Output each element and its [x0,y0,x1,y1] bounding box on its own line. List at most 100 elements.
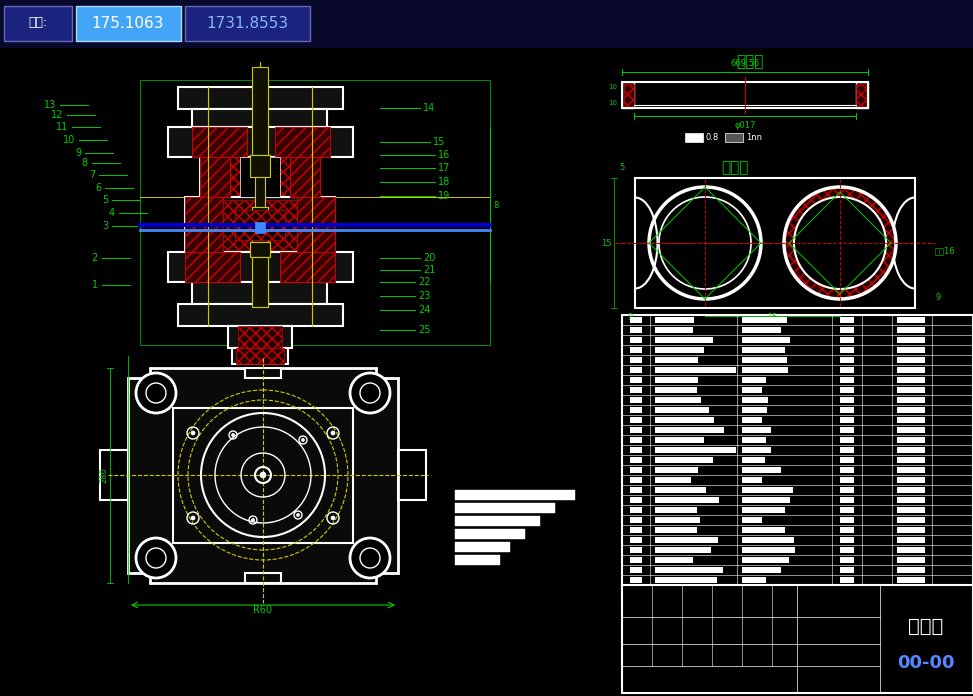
Bar [655,467,698,473]
Bar [630,317,642,323]
Bar [455,555,500,565]
Bar [742,367,788,373]
Text: 11: 11 [55,122,68,132]
Bar [897,567,925,573]
Bar [630,387,642,393]
Bar [192,109,327,127]
Bar [100,450,128,500]
Text: 10: 10 [608,84,617,90]
Bar [655,517,700,523]
Text: 1: 1 [91,280,98,290]
Bar [840,477,854,483]
Bar [0,0,973,48]
Bar [630,327,642,333]
Bar [655,387,697,393]
Bar [223,200,297,250]
Bar [630,357,642,363]
Bar [192,282,327,304]
Bar [897,397,925,403]
Bar [856,82,868,108]
Text: 7: 7 [89,170,95,180]
Bar [840,507,854,513]
Bar [897,357,925,363]
Bar [840,517,854,523]
Bar [725,133,743,142]
Bar [897,327,925,333]
Bar [297,197,335,252]
Text: 15: 15 [433,137,446,147]
Bar [235,210,285,240]
Text: 排样图: 排样图 [721,161,748,175]
Bar [178,87,343,109]
Bar [238,326,282,348]
Bar [455,516,540,526]
Text: 复合模: 复合模 [909,617,944,635]
Bar [655,527,697,533]
Bar [742,357,787,363]
Text: 0.8: 0.8 [706,133,719,142]
Bar [630,557,642,563]
Bar [655,377,698,383]
Text: 5: 5 [620,163,625,172]
Bar [742,377,766,383]
Bar [252,257,268,307]
Bar [840,567,854,573]
Text: 命令:: 命令: [28,17,48,29]
Bar [655,447,736,453]
Bar [655,477,691,483]
Bar [742,407,767,413]
Bar [655,367,736,373]
Bar [897,487,925,493]
Bar [290,157,320,197]
Bar [742,447,771,453]
Bar [742,427,771,433]
Bar [140,80,490,345]
Bar [630,517,642,523]
Bar [897,507,925,513]
Bar [840,487,854,493]
Bar [897,417,925,423]
Bar [897,477,925,483]
Bar [742,337,790,343]
Bar [742,437,766,443]
Bar [250,242,270,257]
Bar [630,397,642,403]
Bar [840,387,854,393]
Bar [275,127,330,157]
Bar [840,337,854,343]
Bar [897,387,925,393]
Text: 10: 10 [608,100,617,106]
Bar [742,387,762,393]
Bar [742,327,781,333]
Bar [840,537,854,543]
Bar [655,537,718,543]
Bar [840,457,854,463]
Bar [173,408,353,543]
Bar [622,82,868,108]
Bar [742,547,795,553]
Bar [897,467,925,473]
Bar [655,427,724,433]
Bar [192,127,247,157]
Bar [897,367,925,373]
Text: 12: 12 [51,110,63,120]
Bar [455,542,510,552]
Bar [635,178,915,308]
Bar [897,317,925,323]
Circle shape [302,438,305,441]
Text: 22: 22 [418,277,430,287]
Bar [742,417,762,423]
Text: 6: 6 [95,183,101,193]
Bar [897,537,925,543]
Bar [630,567,642,573]
Bar [455,490,575,500]
Text: 5: 5 [102,195,108,205]
Bar [185,252,240,282]
Text: φ017: φ017 [735,121,756,130]
Bar [897,547,925,553]
Bar [630,407,642,413]
Bar [624,84,634,106]
Bar [897,517,925,523]
Bar [232,348,288,364]
Bar [236,348,284,364]
